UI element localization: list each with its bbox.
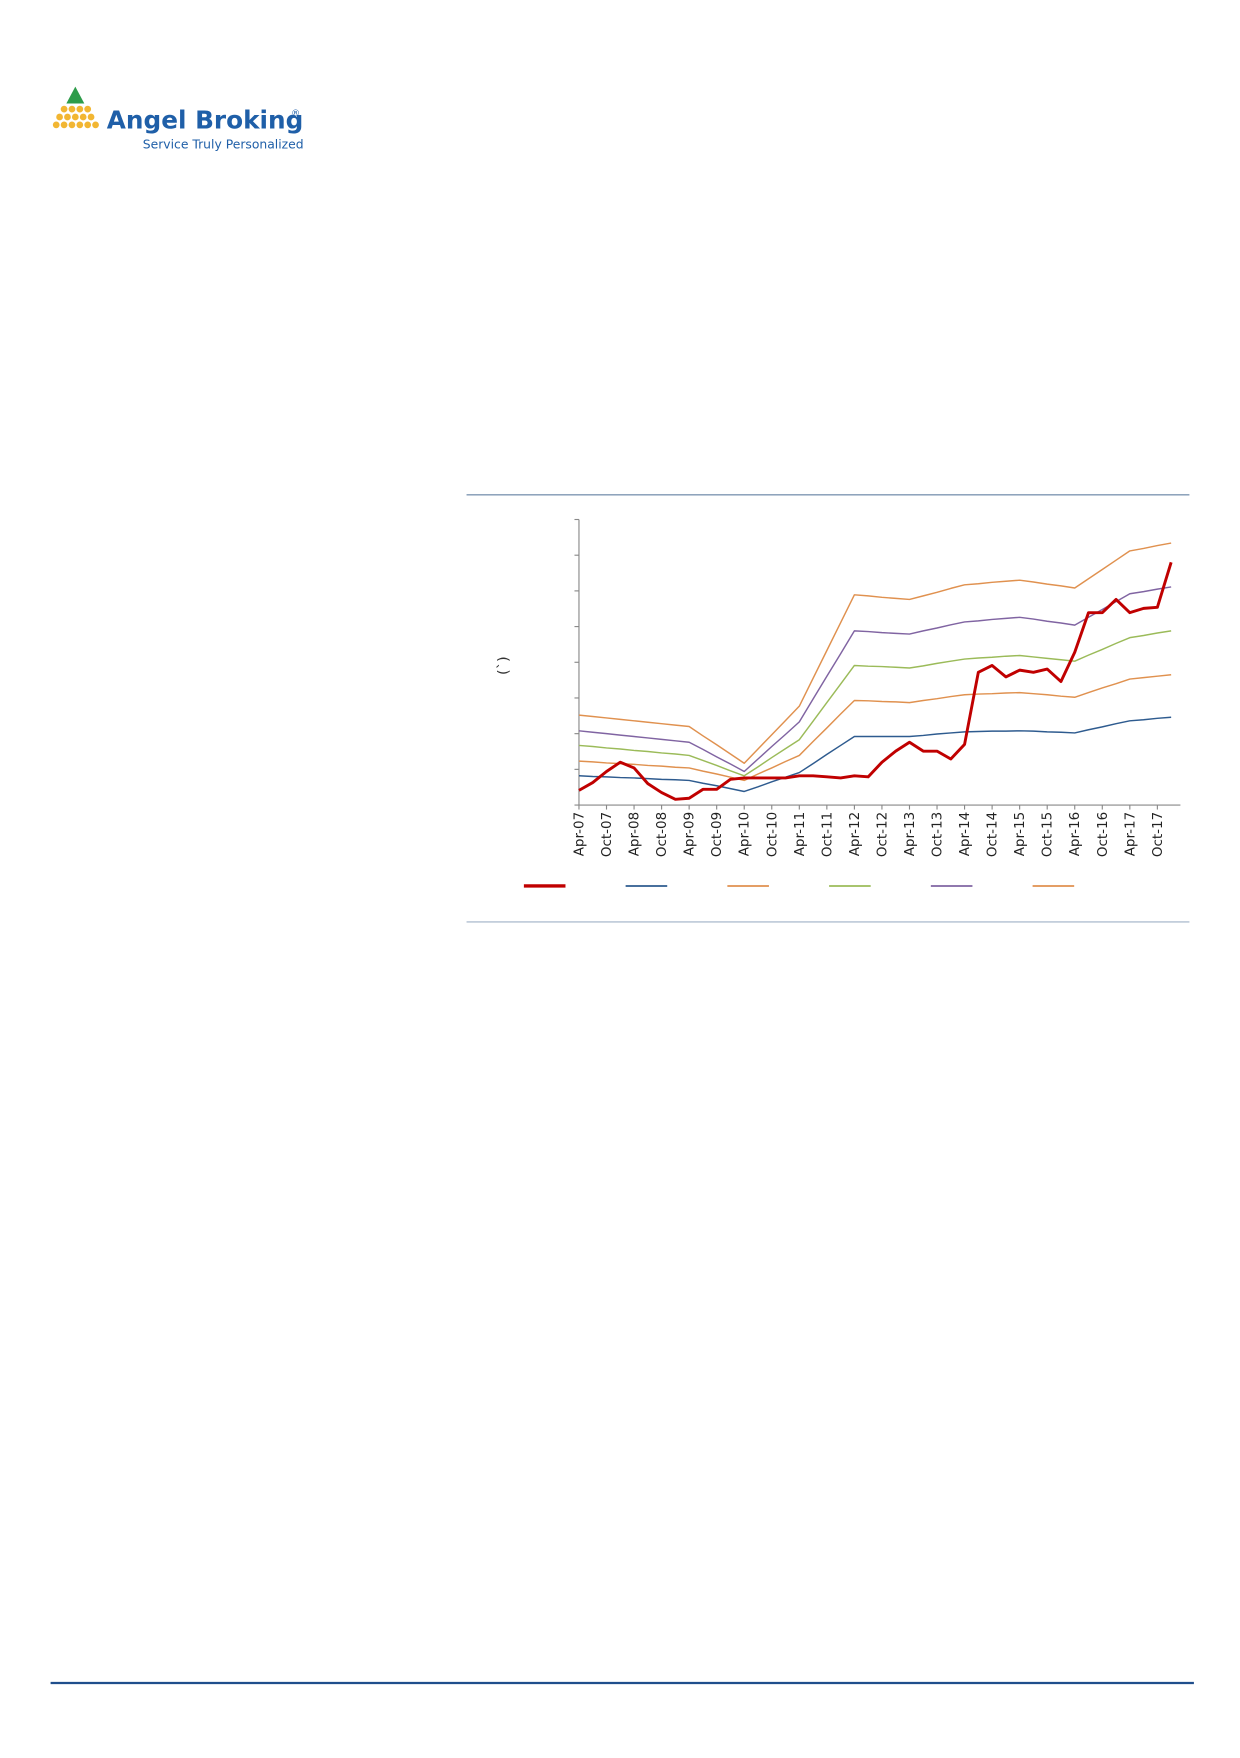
x-tick-label: Oct-17	[1150, 812, 1166, 857]
series-line	[578, 674, 1172, 782]
logo-peak	[66, 86, 85, 104]
x-tick-label: Apr-13	[902, 812, 918, 857]
x-tick-label: Apr-10	[737, 812, 753, 857]
x-tick-label: Apr-09	[682, 812, 698, 857]
series-line	[578, 542, 1172, 765]
series-line	[578, 630, 1172, 777]
x-tick-label: Oct-10	[764, 812, 780, 857]
x-tick-label: Oct-12	[874, 812, 890, 857]
series-line	[578, 586, 1172, 773]
brand: Angel Broking	[107, 105, 303, 134]
x-tick-label: Apr-08	[627, 812, 643, 857]
x-tick-label: Oct-07	[599, 812, 615, 857]
x-tick-label: Oct-09	[709, 812, 725, 857]
tagline: Service Truly Personalized	[143, 138, 304, 152]
registered-mark: ®	[291, 109, 300, 119]
x-tick-label: Apr-16	[1067, 812, 1083, 857]
x-tick-label: Oct-11	[819, 812, 835, 857]
x-tick-label: Apr-12	[847, 812, 863, 857]
x-tick-label: Oct-16	[1095, 812, 1111, 857]
logo-dots	[52, 105, 99, 129]
x-tick-label: Apr-11	[792, 812, 808, 857]
logo: Angel Broking ® Service Truly Personaliz…	[52, 86, 304, 152]
y-axis-label: (`)	[495, 656, 512, 675]
x-tick-label: Apr-15	[1012, 812, 1028, 857]
x-tick-label: Oct-15	[1040, 812, 1056, 857]
series-line	[578, 561, 1173, 801]
x-tick-label: Apr-14	[957, 812, 973, 857]
x-tick-label: Oct-08	[654, 812, 670, 857]
x-tick-label: Apr-17	[1122, 812, 1138, 857]
x-tick-label: Apr-07	[571, 812, 587, 857]
series-line	[578, 716, 1172, 793]
x-tick-label: Oct-13	[930, 812, 946, 857]
x-tick-label: Oct-14	[985, 812, 1001, 857]
